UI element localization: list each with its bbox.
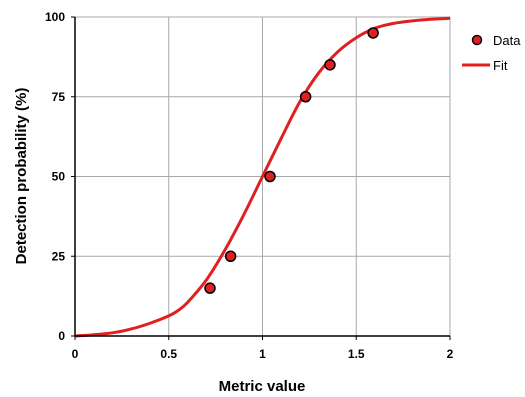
- data-point: [224, 250, 237, 262]
- y-tick-label: 0: [58, 329, 65, 343]
- y-tick-label: 50: [52, 170, 66, 184]
- tick-labels: 0 0.5 1 1.5 2 0 25 50 75 100: [45, 10, 454, 361]
- x-tick-label: 0: [72, 347, 79, 361]
- x-axis-title: Metric value: [219, 378, 306, 395]
- data-point: [204, 282, 216, 294]
- fit-layer: [74, 16, 451, 338]
- data-point: [264, 170, 276, 183]
- legend-fit-label: Fit: [493, 58, 508, 73]
- x-tick-label: 1.5: [348, 347, 365, 361]
- y-axis-title: Detection probability (%): [13, 88, 30, 265]
- legend-data-label: Data: [493, 33, 521, 48]
- fit-curve: [74, 16, 451, 338]
- data-point: [367, 27, 379, 39]
- x-tick-label: 0.5: [160, 347, 177, 361]
- points-layer: [204, 27, 379, 294]
- y-tick-label: 75: [52, 90, 66, 104]
- data-point: [324, 59, 336, 71]
- x-tick-label: 1: [259, 347, 266, 361]
- legend-data-marker: [471, 34, 483, 46]
- legend: Data Fit: [462, 33, 521, 73]
- y-tick-label: 25: [52, 249, 66, 263]
- x-tick-label: 2: [447, 347, 454, 361]
- axes: [71, 16, 451, 340]
- y-tick-label: 100: [45, 10, 65, 24]
- data-point: [299, 91, 312, 103]
